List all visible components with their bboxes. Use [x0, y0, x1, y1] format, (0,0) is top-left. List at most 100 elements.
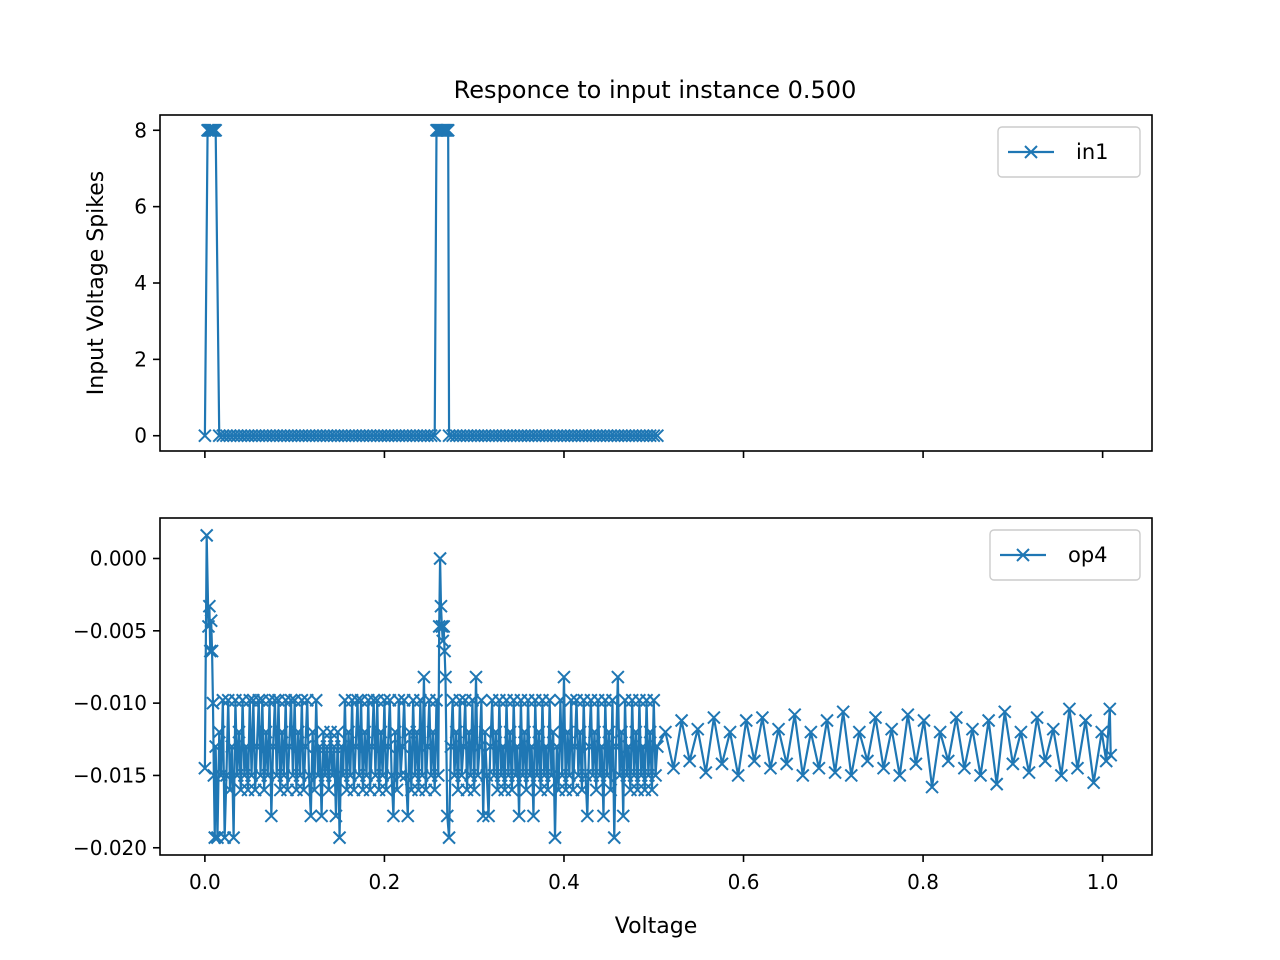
data-point	[589, 783, 604, 797]
y-axis-label: Input Voltage Spikes	[84, 171, 109, 395]
data-point	[232, 725, 246, 739]
data-point	[252, 693, 266, 707]
top-subplot: 0 2 4 6 8 Input Voltage Spikes in1	[84, 114, 1153, 458]
data-point	[621, 739, 636, 754]
data-point	[329, 809, 343, 823]
data-point	[616, 809, 630, 823]
data-point	[650, 739, 665, 754]
data-point	[474, 693, 489, 707]
data-point	[325, 768, 340, 783]
data-point	[1095, 725, 1109, 739]
data-point	[426, 725, 440, 739]
data-point	[614, 725, 629, 739]
data-point	[763, 761, 778, 775]
data-point	[560, 725, 575, 739]
data-point	[348, 739, 363, 754]
data-point	[365, 739, 379, 754]
data-point	[467, 783, 481, 797]
data-point	[296, 783, 311, 797]
series-markers-op4	[198, 528, 1118, 845]
data-point	[779, 757, 794, 771]
data-point	[609, 739, 623, 754]
legend-box	[989, 529, 1141, 581]
data-point	[437, 644, 452, 658]
data-point	[436, 619, 451, 634]
data-point	[469, 670, 483, 684]
data-point	[820, 713, 834, 728]
x-tick-label: 0.4	[548, 870, 580, 894]
legend-marker	[1024, 145, 1038, 159]
legend-label: in1	[1076, 140, 1109, 164]
data-point	[284, 693, 298, 707]
data-point	[844, 768, 858, 783]
data-point	[828, 765, 842, 780]
data-point	[309, 693, 323, 707]
data-point	[600, 768, 614, 783]
x-tick-label: 0.6	[728, 870, 760, 894]
data-point	[462, 725, 476, 739]
data-point	[647, 693, 661, 707]
data-point	[453, 693, 467, 707]
data-point	[532, 725, 546, 739]
data-point	[250, 739, 264, 754]
data-point	[206, 696, 220, 710]
data-point	[517, 725, 532, 739]
data-point	[666, 761, 681, 775]
data-point	[575, 783, 589, 797]
data-point	[546, 725, 560, 739]
series-markers-in1	[198, 123, 665, 443]
data-point	[860, 754, 875, 768]
data-point	[648, 768, 663, 783]
y-tick-label: 2	[134, 347, 147, 371]
data-point	[204, 613, 218, 628]
data-point	[707, 710, 721, 725]
data-point	[981, 713, 996, 728]
data-point	[257, 783, 271, 797]
data-point	[334, 739, 349, 754]
data-point	[199, 528, 214, 543]
data-point	[941, 754, 955, 768]
data-point	[901, 707, 915, 722]
data-point	[322, 783, 336, 797]
data-point	[266, 739, 280, 754]
legend-label: op4	[1068, 543, 1108, 567]
legend-box	[997, 126, 1141, 178]
data-point	[428, 783, 442, 797]
data-point	[424, 429, 438, 443]
data-point	[393, 768, 408, 783]
data-point	[478, 725, 492, 739]
data-point	[1006, 757, 1020, 771]
data-point	[852, 725, 867, 739]
data-point	[557, 670, 571, 684]
figure-title: Responce to input instance 0.500	[454, 76, 857, 104]
data-point	[594, 739, 609, 754]
data-point	[602, 725, 616, 739]
data-point	[219, 768, 234, 783]
data-point	[476, 809, 490, 823]
data-point	[212, 725, 226, 739]
data-point	[374, 725, 388, 739]
data-point	[456, 739, 471, 754]
data-point	[658, 725, 673, 739]
data-point	[429, 693, 444, 707]
data-point	[568, 739, 582, 754]
data-point	[510, 739, 525, 754]
data-point	[350, 693, 365, 707]
data-point	[332, 830, 347, 845]
data-point	[564, 693, 578, 707]
data-point	[441, 123, 455, 137]
x-tick-label: 0.2	[369, 870, 401, 894]
data-point	[925, 780, 939, 794]
data-point	[512, 809, 526, 823]
data-point	[472, 739, 487, 754]
data-point	[771, 722, 786, 736]
data-point	[636, 739, 650, 754]
legend: op4	[989, 529, 1141, 581]
data-point	[553, 693, 568, 707]
data-point	[366, 693, 381, 707]
data-point	[715, 757, 729, 771]
data-point	[868, 710, 883, 725]
data-point	[643, 725, 657, 739]
x-axis-label: Voltage	[615, 914, 698, 939]
data-point	[998, 705, 1012, 719]
